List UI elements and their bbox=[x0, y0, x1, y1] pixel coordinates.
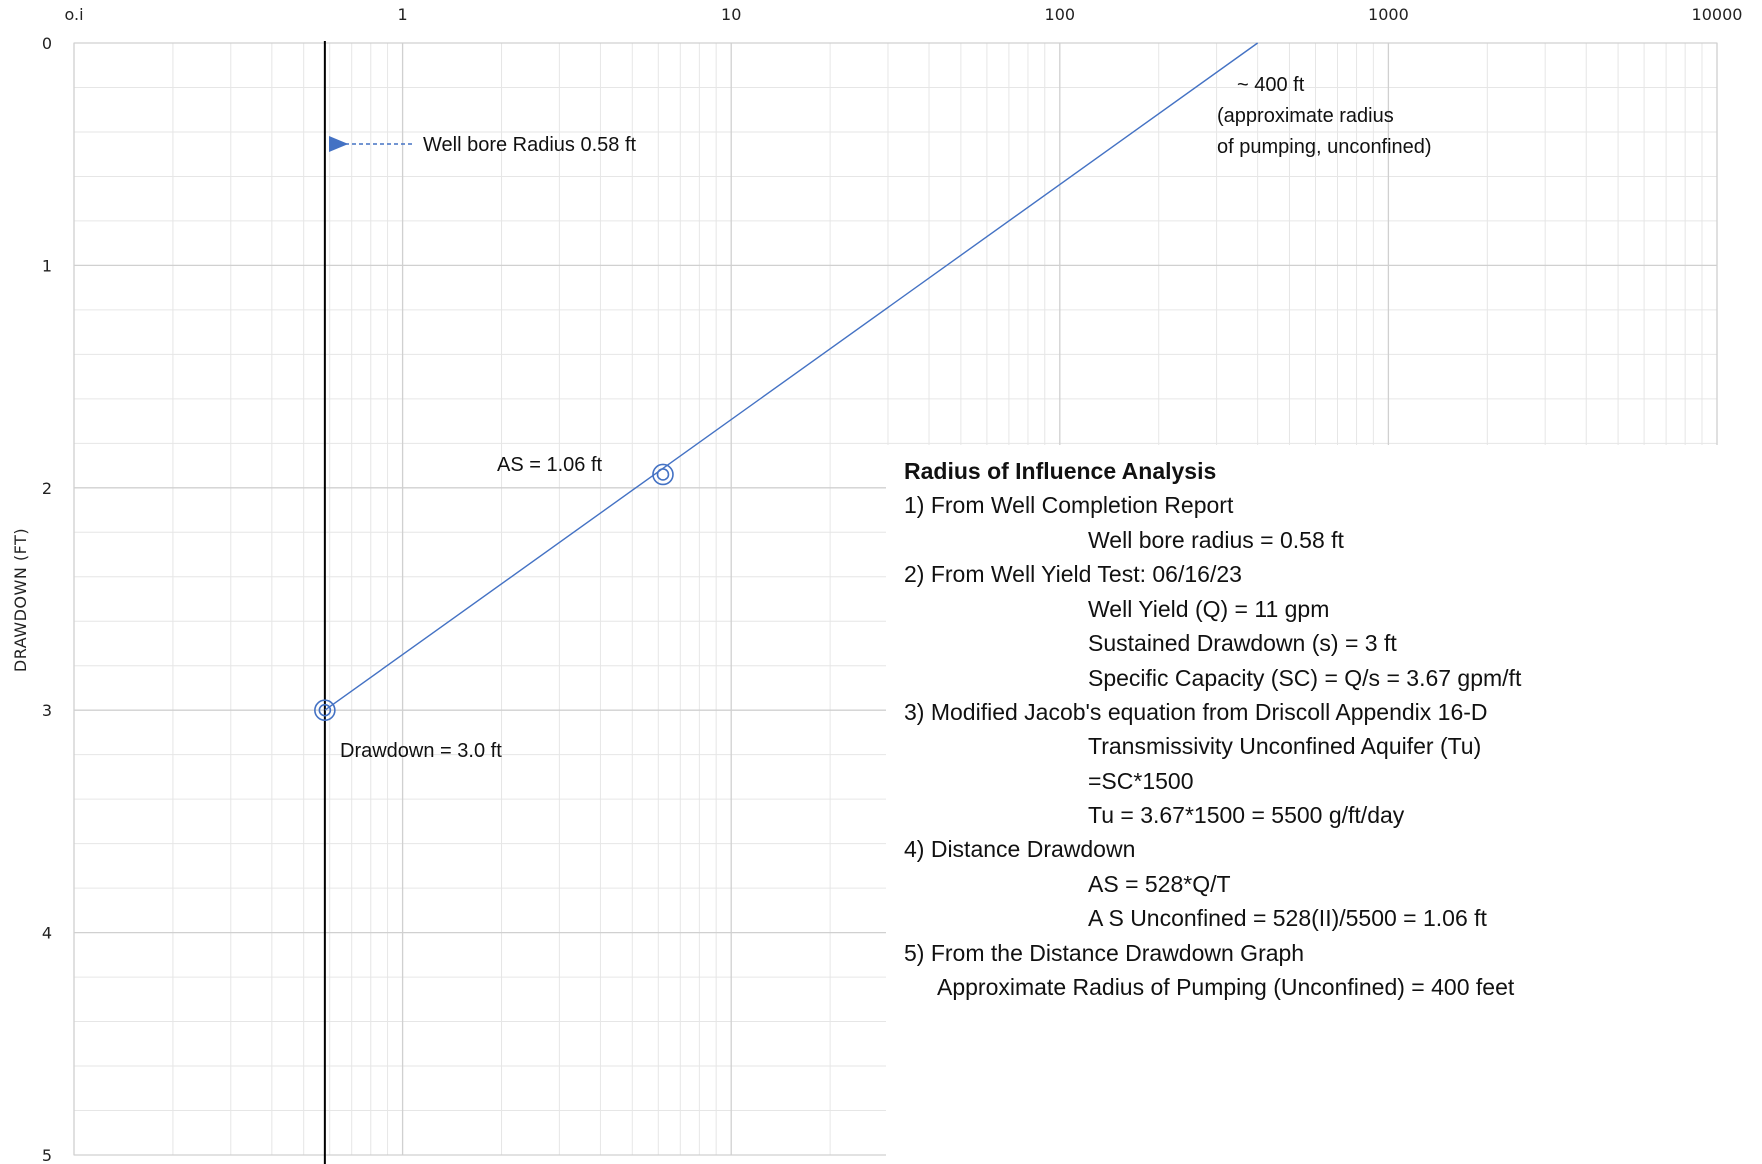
panel-title: Radius of Influence Analysis bbox=[904, 458, 1217, 484]
panel-specific-capacity: Specific Capacity (SC) = Q/s = 3.67 gpm/… bbox=[1088, 665, 1522, 691]
panel-step-5: 5) From the Distance Drawdown Graph bbox=[904, 940, 1305, 966]
x-tick-label: 100 bbox=[1045, 5, 1076, 24]
panel-sustained-drawdown: Sustained Drawdown (s) = 3 ft bbox=[1088, 630, 1397, 656]
data-point bbox=[652, 463, 674, 486]
panel-radius-result: Approximate Radius of Pumping (Unconfine… bbox=[937, 974, 1515, 1000]
radius-annotation-line2: (approximate radius bbox=[1217, 105, 1394, 127]
series-group bbox=[324, 42, 1259, 711]
data-point-outer-ring bbox=[314, 699, 336, 722]
y-tick-label: 1 bbox=[42, 256, 52, 275]
panel-transmissivity: Transmissivity Unconfined Aquifer (Tu) bbox=[1088, 733, 1482, 759]
well-bore-annotation: Well bore Radius 0.58 ft bbox=[423, 134, 637, 156]
panel-tu-value: Tu = 3.67*1500 = 5500 g/ft/day bbox=[1088, 802, 1405, 828]
panel-as-formula: AS = 528*Q/T bbox=[1088, 871, 1231, 897]
panel-step-2: 2) From Well Yield Test: 06/16/23 bbox=[904, 561, 1242, 587]
y-tick-label: 2 bbox=[42, 479, 52, 498]
y-tick-label: 5 bbox=[42, 1146, 52, 1164]
x-tick-label: o.i bbox=[64, 5, 83, 24]
y-tick-label: 3 bbox=[42, 701, 52, 720]
x-tick-label: 10000 bbox=[1692, 5, 1743, 24]
radius-annotation-line3: of pumping, unconfined) bbox=[1217, 136, 1432, 158]
data-point-inner-ring bbox=[318, 703, 332, 717]
x-tick-label: 1000 bbox=[1368, 5, 1409, 24]
y-tick-label: 4 bbox=[42, 924, 52, 943]
as-annotation: AS = 1.06 ft bbox=[497, 454, 603, 476]
y-tick-label: 0 bbox=[42, 34, 52, 53]
drawdown-annotation: Drawdown = 3.0 ft bbox=[340, 740, 502, 762]
panel-sc-formula: =SC*1500 bbox=[1088, 768, 1194, 794]
x-tick-label: 1 bbox=[398, 5, 408, 24]
x-tick-label: 10 bbox=[721, 5, 741, 24]
x-axis-ticks: o.i 1 10 100 1000 10000 bbox=[64, 5, 1742, 24]
y-axis-title: DRAWDOWN (FT) bbox=[11, 528, 30, 672]
radius-annotation-line1: ~ 400 ft bbox=[1237, 74, 1305, 96]
panel-step-4: 4) Distance Drawdown bbox=[904, 836, 1136, 862]
panel-step-1: 1) From Well Completion Report bbox=[904, 492, 1234, 518]
panel-as-unconfined: A S Unconfined = 528(II)/5500 = 1.06 ft bbox=[1088, 905, 1487, 931]
data-point-inner-ring bbox=[656, 468, 670, 481]
data-point bbox=[314, 699, 336, 722]
panel-well-bore-radius: Well bore radius = 0.58 ft bbox=[1088, 527, 1344, 553]
drawdown-series-line bbox=[324, 42, 1259, 711]
analysis-panel: Radius of Influence Analysis 1) From Wel… bbox=[886, 445, 1756, 1160]
y-axis-ticks: 0 1 2 3 4 5 bbox=[42, 34, 52, 1164]
panel-well-yield: Well Yield (Q) = 11 gpm bbox=[1088, 596, 1330, 622]
points-group bbox=[314, 463, 674, 722]
data-point-outer-ring bbox=[652, 463, 674, 486]
panel-step-3: 3) Modified Jacob's equation from Drisco… bbox=[904, 699, 1488, 725]
